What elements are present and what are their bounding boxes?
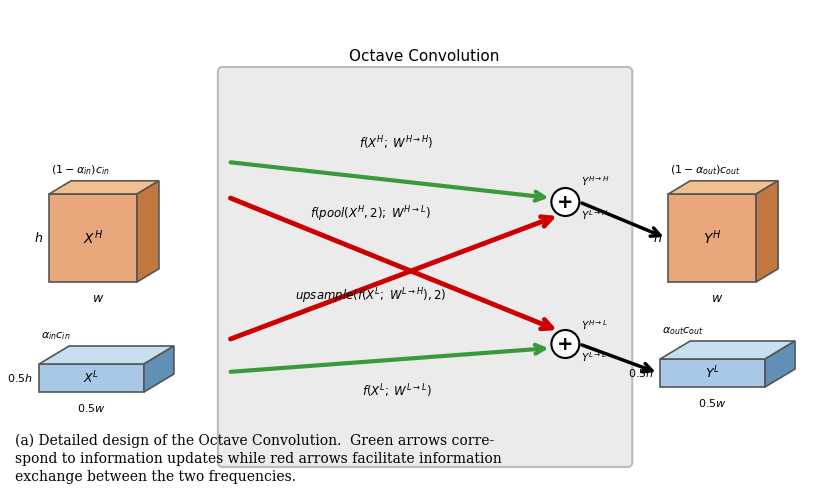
Text: $X^L$: $X^L$ [83,369,99,386]
Text: exchange between the two frequencies.: exchange between the two frequencies. [15,470,296,484]
Text: spond to information updates while red arrows facilitate information: spond to information updates while red a… [15,452,502,466]
Text: Octave Convolution: Octave Convolution [349,49,500,64]
Text: $0.5w$: $0.5w$ [77,402,106,414]
Text: $f(pool(X^H,2);\;W^{H\rightarrow L})$: $f(pool(X^H,2);\;W^{H\rightarrow L})$ [311,204,431,224]
FancyBboxPatch shape [218,67,632,467]
Text: $f(X^L;\;W^{L\rightarrow L})$: $f(X^L;\;W^{L\rightarrow L})$ [362,382,432,400]
Polygon shape [660,359,765,387]
Polygon shape [756,181,778,282]
Text: $w$: $w$ [92,292,104,305]
Polygon shape [137,181,159,282]
Polygon shape [39,346,174,364]
Polygon shape [765,341,795,387]
Text: $\alpha_{in}c_{in}$: $\alpha_{in}c_{in}$ [41,330,71,342]
Polygon shape [49,181,159,194]
Polygon shape [144,346,174,392]
Polygon shape [660,341,795,359]
Text: $(1-\alpha_{in})c_{in}$: $(1-\alpha_{in})c_{in}$ [51,163,110,177]
Text: (a) Detailed design of the Octave Convolution.  Green arrows corre-: (a) Detailed design of the Octave Convol… [15,434,494,448]
Polygon shape [49,194,137,282]
Polygon shape [668,194,756,282]
Text: $f(X^H;\;W^{H\rightarrow H})$: $f(X^H;\;W^{H\rightarrow H})$ [359,134,434,152]
Text: $0.5h$: $0.5h$ [7,372,33,384]
Text: $h$: $h$ [34,231,43,245]
Text: $0.5h$: $0.5h$ [628,367,654,379]
Circle shape [552,330,580,358]
Text: $X^H$: $X^H$ [83,229,103,247]
Text: $\alpha_{out}c_{out}$: $\alpha_{out}c_{out}$ [663,325,704,337]
Text: $upsample(f(X^L;\;W^{L\rightarrow H}),2)$: $upsample(f(X^L;\;W^{L\rightarrow H}),2)… [295,286,446,306]
Polygon shape [668,181,778,194]
Polygon shape [39,364,144,392]
Text: $Y^{L\rightarrow H}$: $Y^{L\rightarrow H}$ [581,208,608,222]
Text: $h$: $h$ [653,231,663,245]
Text: $Y^L$: $Y^L$ [705,365,720,381]
Text: $w$: $w$ [711,292,723,305]
Text: $Y^{L\rightarrow L}$: $Y^{L\rightarrow L}$ [581,350,607,364]
Text: $0.5w$: $0.5w$ [698,397,727,409]
Text: +: + [557,192,574,212]
Text: $Y^{H\rightarrow H}$: $Y^{H\rightarrow H}$ [581,174,610,188]
Text: $(1-\alpha_{out})c_{out}$: $(1-\alpha_{out})c_{out}$ [670,163,741,177]
Text: +: + [557,335,574,353]
Text: $Y^{H\rightarrow L}$: $Y^{H\rightarrow L}$ [581,318,608,332]
Circle shape [552,188,580,216]
Text: $Y^H$: $Y^H$ [703,229,722,247]
